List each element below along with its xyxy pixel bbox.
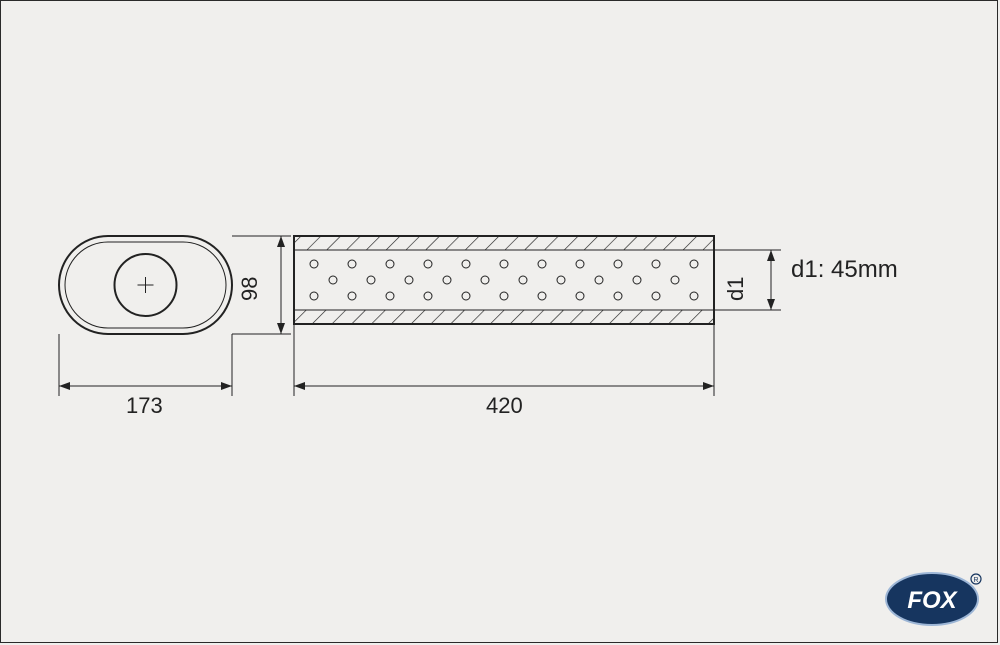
drawing-frame: 173 98 420 d1 d1: 45mm <box>0 0 998 643</box>
fox-logo: FOX R <box>882 565 982 629</box>
dim-side-length-value: 420 <box>486 393 523 418</box>
dim-end-width: 173 <box>59 334 232 418</box>
dim-d1: d1 <box>714 250 781 310</box>
dim-end-width-value: 173 <box>126 393 163 418</box>
dim-side-length: 420 <box>294 324 714 418</box>
dim-end-height-value: 98 <box>237 277 262 301</box>
svg-text:R: R <box>973 577 978 584</box>
technical-drawing: 173 98 420 d1 d1: 45mm <box>1 1 999 644</box>
perforation-dots <box>310 260 698 300</box>
dim-d1-label: d1 <box>723 277 748 301</box>
side-view <box>294 236 714 324</box>
end-view <box>59 236 232 334</box>
dim-end-height: 98 <box>232 236 291 334</box>
d1-note: d1: 45mm <box>791 256 898 283</box>
fox-logo-text: FOX <box>907 587 958 614</box>
